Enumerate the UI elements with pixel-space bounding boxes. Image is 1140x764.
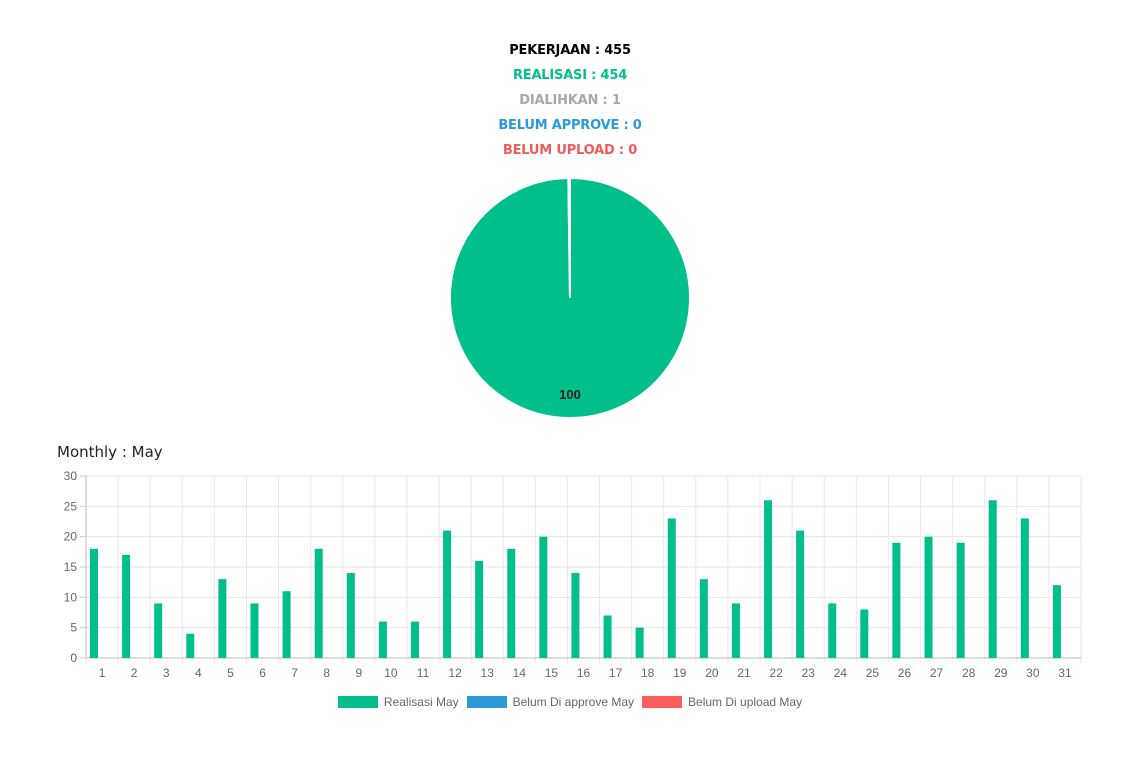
x-tick-label: 31 [1058,666,1072,680]
legend-swatch [337,696,378,708]
bar-realisasi-may-21[interactable] [731,603,740,658]
x-tick-label: 4 [195,666,202,680]
bar-realisasi-may-13[interactable] [475,560,484,658]
x-tick-label: 14 [513,666,527,680]
bar-realisasi-may-2[interactable] [122,554,131,658]
x-tick-label: 27 [930,666,944,680]
x-tick-label: 12 [448,666,462,680]
bar-realisasi-may-17[interactable] [603,615,612,658]
legend-item-belum-di-upload-may[interactable]: Belum Di upload May [642,695,802,709]
bar-realisasi-may-10[interactable] [378,621,387,658]
x-tick-label: 26 [898,666,912,680]
bar-realisasi-may-22[interactable] [764,500,773,658]
x-tick-label: 23 [801,666,815,680]
y-tick-label: 20 [64,530,78,544]
x-tick-label: 11 [417,666,430,680]
x-tick-label: 9 [355,666,362,680]
bar-realisasi-may-6[interactable] [250,603,259,658]
x-tick-label: 25 [866,666,880,680]
belum-approve-count: BELUM APPROVE : 0 [498,118,642,133]
x-tick-label: 16 [577,666,591,680]
x-tick-label: 5 [227,666,234,680]
bar-realisasi-may-28[interactable] [956,542,965,658]
y-tick-label: 25 [64,499,78,513]
bar-realisasi-may-19[interactable] [667,518,676,658]
x-tick-label: 15 [545,666,559,680]
bar-realisasi-may-30[interactable] [1020,518,1029,658]
x-tick-label: 21 [737,666,751,680]
x-tick-label: 28 [962,666,976,680]
summary-stats: PEKERJAAN : 455 REALISASI : 454 DIALIHKA… [0,38,1140,163]
pie-data-label: 100 [559,387,581,402]
pie-slice-dialihkan[interactable] [567,176,571,299]
bar-realisasi-may-18[interactable] [635,627,644,658]
x-tick-label: 20 [705,666,719,680]
legend-label: Belum Di upload May [688,695,803,709]
y-tick-label: 30 [64,469,78,483]
monthly-title: Monthly : May [57,443,163,461]
bar-realisasi-may-1[interactable] [90,548,98,658]
y-tick-label: 0 [70,651,77,665]
y-tick-label: 15 [64,560,78,574]
y-tick-label: 5 [70,621,77,635]
bar-realisasi-may-23[interactable] [796,530,805,658]
pie-chart: 100 [449,176,691,419]
x-tick-label: 24 [834,666,848,680]
y-tick-label: 10 [64,590,78,604]
bar-realisasi-may-25[interactable] [860,609,869,658]
realisasi-count: REALISASI : 454 [512,68,628,83]
x-tick-label: 7 [291,666,298,680]
x-tick-label: 29 [994,666,1008,680]
belum-upload-count: BELUM UPLOAD : 0 [502,143,638,158]
bar-realisasi-may-14[interactable] [507,548,516,658]
bar-realisasi-may-5[interactable] [218,579,227,658]
x-tick-label: 3 [163,666,170,680]
legend-label: Belum Di approve May [512,695,635,709]
x-tick-label: 6 [259,666,266,680]
bar-chart-legend: Realisasi May Belum Di approve May Belum D… [0,695,1140,709]
bar-realisasi-may-16[interactable] [571,573,580,658]
bar-realisasi-may-12[interactable] [443,530,452,658]
bar-realisasi-may-27[interactable] [924,536,933,658]
bar-realisasi-may-7[interactable] [282,591,291,658]
pekerjaan-count: PEKERJAAN : 455 [509,43,631,58]
x-tick-label: 10 [384,666,398,680]
x-tick-label: 8 [323,666,330,680]
bar-realisasi-may-4[interactable] [186,633,195,658]
bar-realisasi-may-29[interactable] [988,500,997,658]
x-tick-label: 18 [641,666,655,680]
legend-label: Realisasi May [383,695,459,709]
x-tick-label: 1 [99,666,106,680]
bar-realisasi-may-15[interactable] [539,536,548,658]
legend-item-realisasi-may[interactable]: Realisasi May [337,695,459,709]
x-tick-label: 30 [1026,666,1040,680]
x-tick-label: 22 [769,666,783,680]
bar-realisasi-may-11[interactable] [410,621,419,658]
x-tick-label: 17 [609,666,623,680]
bar-realisasi-may-3[interactable] [154,603,163,658]
x-tick-label: 13 [481,666,495,680]
bar-realisasi-may-31[interactable] [1052,585,1061,658]
bar-realisasi-may-8[interactable] [314,548,323,658]
legend-swatch [642,696,683,708]
dialihkan-count: DIALIHKAN : 1 [519,93,621,108]
bar-realisasi-may-24[interactable] [828,603,837,658]
bar-realisasi-may-26[interactable] [892,542,901,658]
bar-realisasi-may-9[interactable] [346,573,355,658]
x-tick-label: 2 [131,666,138,680]
bar-realisasi-may-20[interactable] [699,579,708,658]
x-tick-label: 19 [673,666,687,680]
legend-swatch [466,696,507,708]
legend-item-belum-di-approve-may[interactable]: Belum Di approve May [466,695,635,709]
